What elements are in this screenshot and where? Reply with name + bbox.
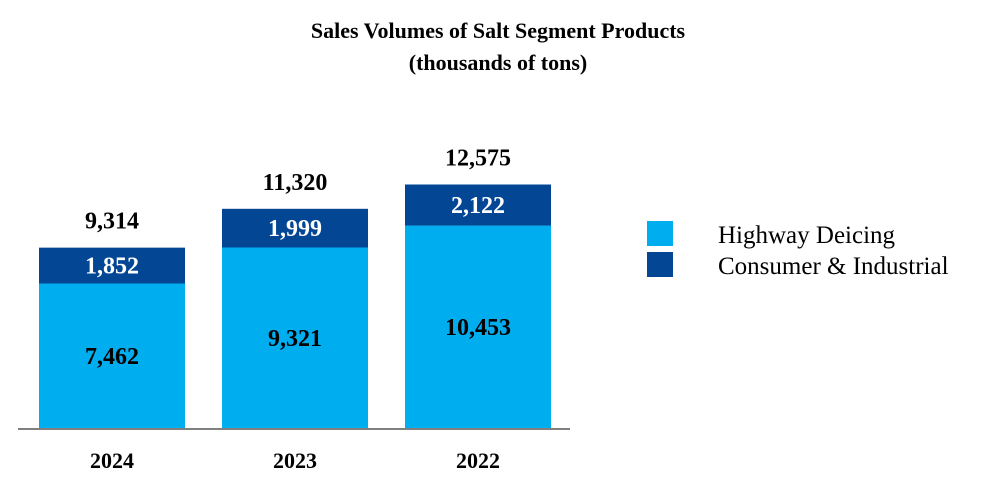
x-tick-2024: 2024 bbox=[90, 448, 134, 473]
x-tick-2022: 2022 bbox=[456, 448, 500, 473]
data-label-highway-deicing-2023: 9,321 bbox=[268, 326, 322, 352]
total-label-2022: 12,575 bbox=[445, 146, 511, 172]
chart-subtitle: (thousands of tons) bbox=[409, 50, 588, 75]
total-label-2024: 9,314 bbox=[85, 209, 139, 235]
bar-highway-deicing-2022 bbox=[405, 225, 551, 428]
legend-label-highway-deicing: Highway Deicing bbox=[718, 222, 896, 249]
bar-highway-deicing-2023 bbox=[222, 247, 368, 428]
data-label-highway-deicing-2022: 10,453 bbox=[445, 315, 511, 341]
legend: Highway Deicing Consumer & Industrial bbox=[647, 221, 949, 280]
x-tick-2023: 2023 bbox=[273, 448, 317, 473]
chart-title: Sales Volumes of Salt Segment Products bbox=[311, 18, 686, 43]
bar-consumer-industrial-2024 bbox=[39, 247, 185, 284]
legend-swatch-highway-deicing bbox=[647, 221, 673, 246]
data-label-highway-deicing-2024: 7,462 bbox=[85, 344, 139, 370]
legend-swatch-consumer-industrial bbox=[647, 252, 673, 277]
total-label-2023: 11,320 bbox=[263, 170, 328, 196]
bar-consumer-industrial-2022 bbox=[405, 184, 551, 226]
legend-label-consumer-industrial: Consumer & Industrial bbox=[718, 253, 949, 280]
bars-group: 7,462 1,852 9,314 9,321 1,999 11,320 10,453 2,1… bbox=[39, 146, 551, 428]
data-label-consumer-industrial-2024: 1,852 bbox=[85, 254, 139, 280]
bar-highway-deicing-2024 bbox=[39, 283, 185, 428]
bar-consumer-industrial-2023 bbox=[222, 208, 368, 248]
data-label-consumer-industrial-2022: 2,122 bbox=[451, 193, 505, 219]
data-label-consumer-industrial-2023: 1,999 bbox=[268, 216, 322, 242]
x-tick-labels: 2024 2023 2022 bbox=[90, 448, 500, 473]
